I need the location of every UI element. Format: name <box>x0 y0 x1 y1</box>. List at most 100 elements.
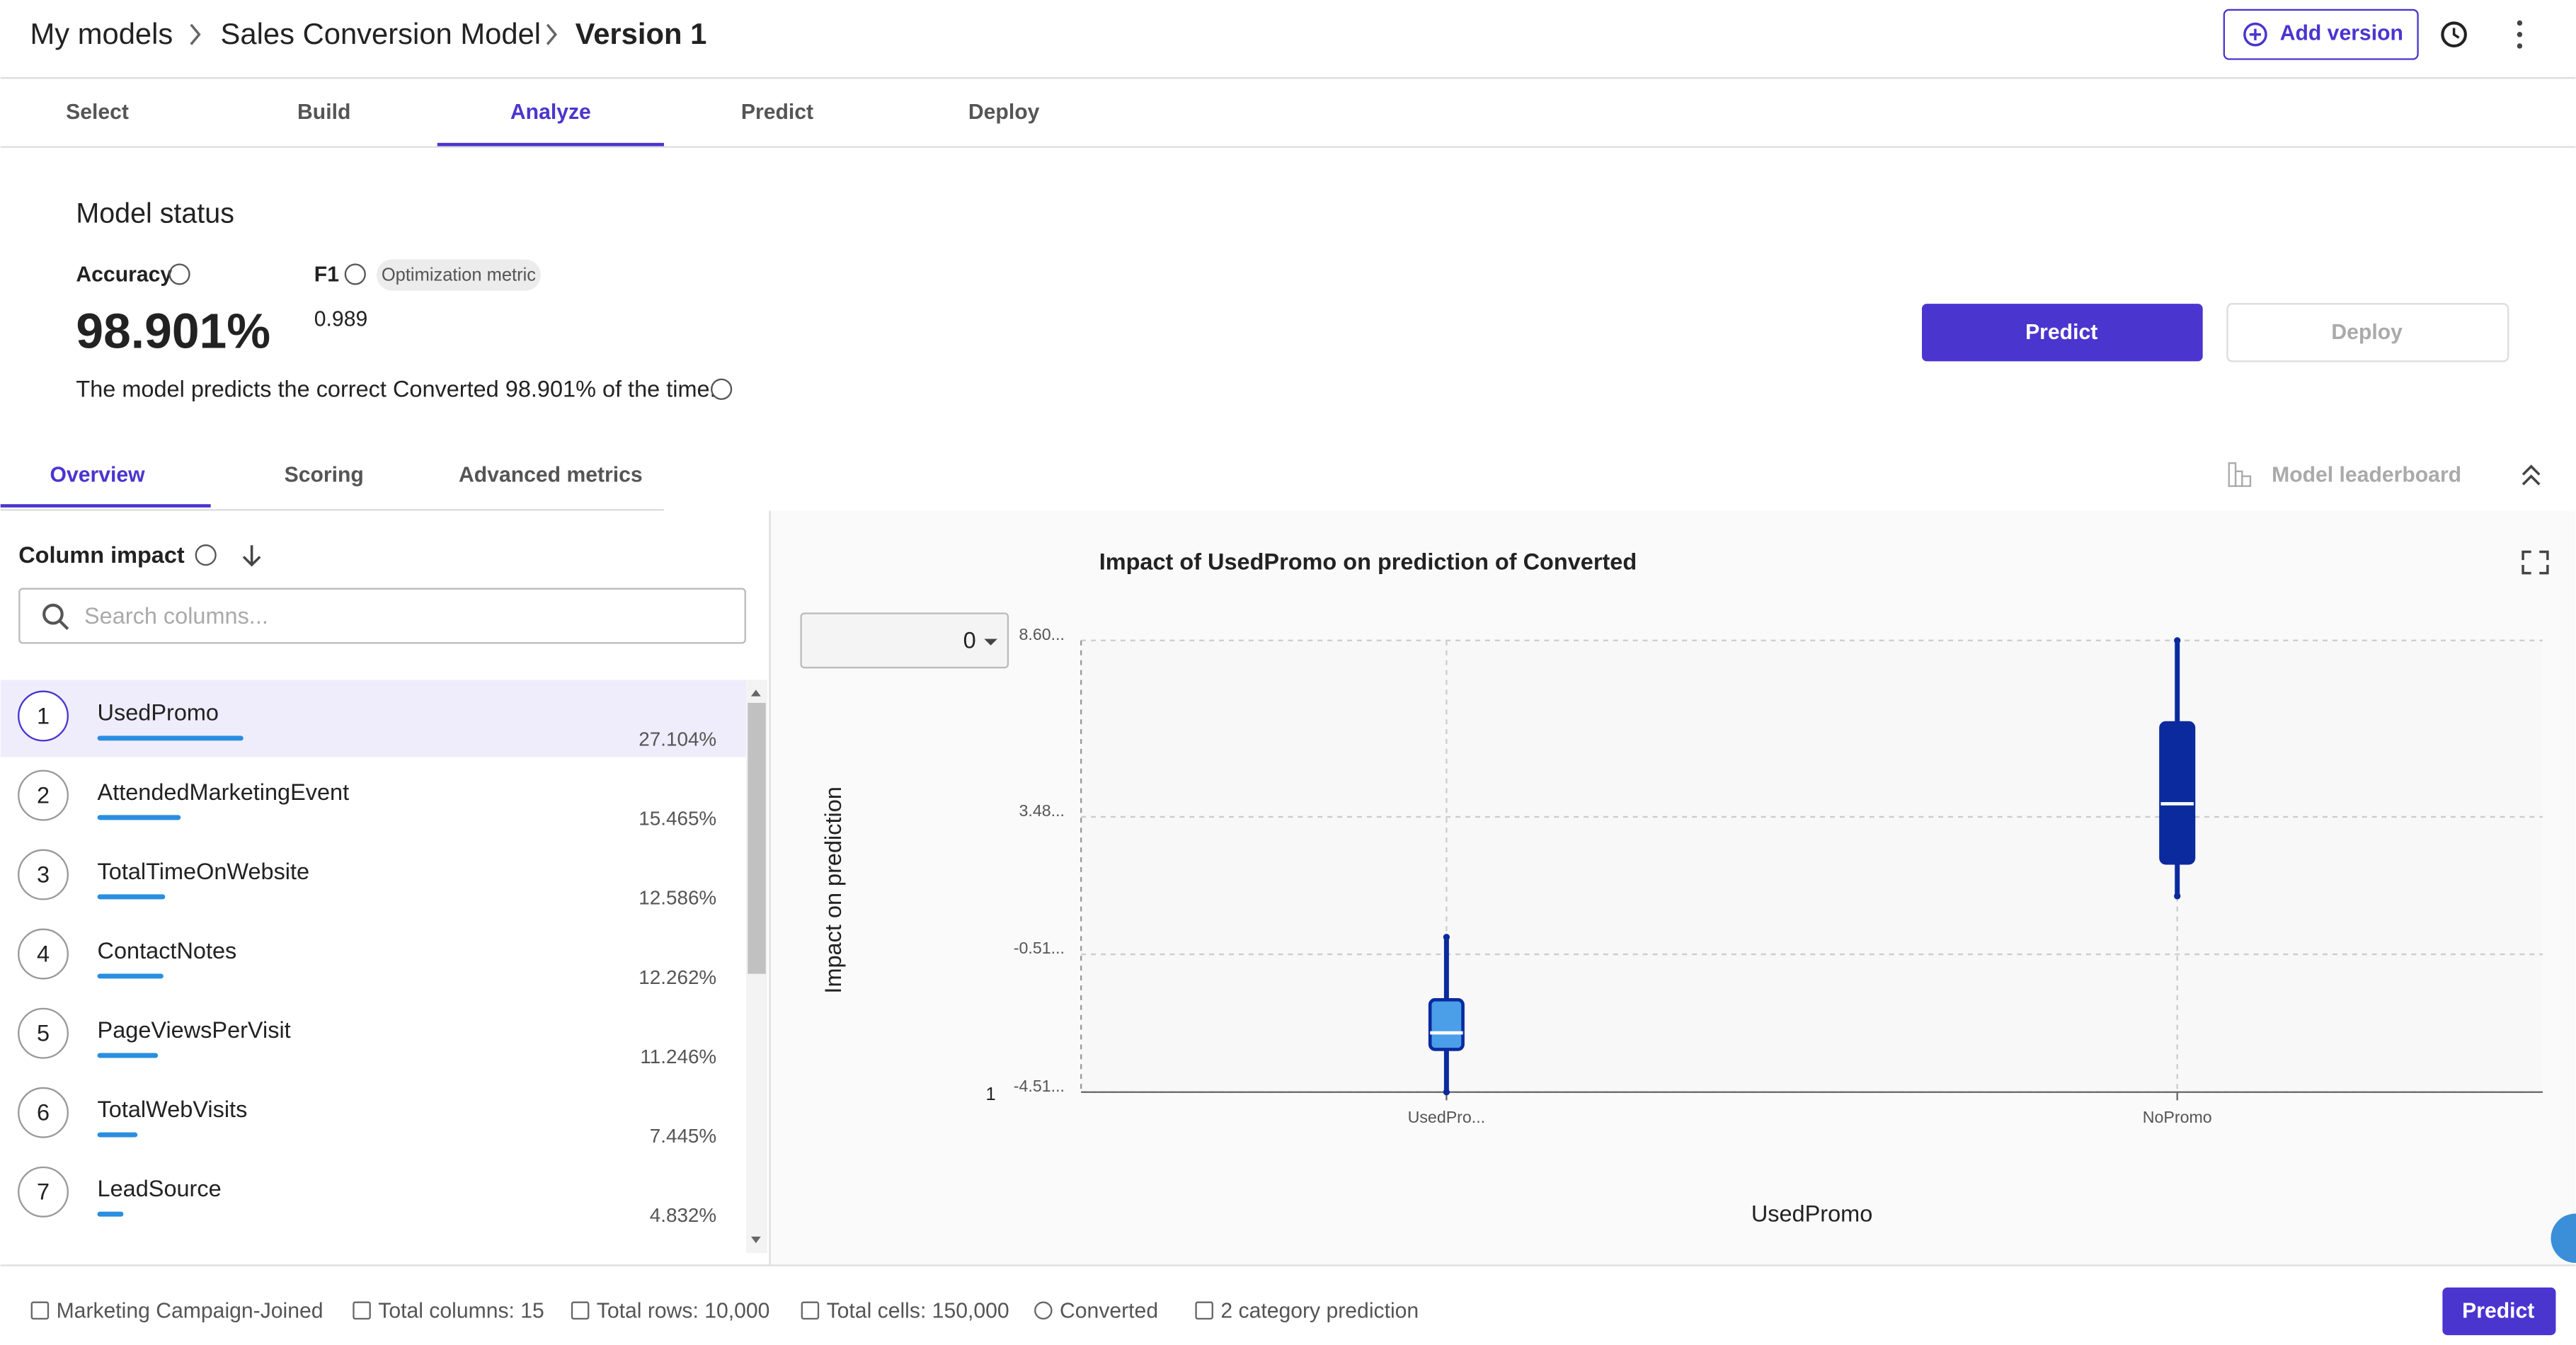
rank: 7 <box>37 1179 50 1205</box>
add-version-label: Add version <box>2280 22 2403 45</box>
tab[interactable]: Build <box>297 101 350 124</box>
kebab <box>2517 43 2523 49</box>
tab-indicator <box>0 504 211 508</box>
rank-circle <box>18 1087 69 1138</box>
button-label: Deploy <box>2331 321 2403 344</box>
dropdown[interactable] <box>800 612 1009 669</box>
footer-item: Marketing Campaign-Joined <box>57 1300 324 1323</box>
whisker-cap <box>1443 1089 1450 1096</box>
description: The model predicts the correct Converted… <box>76 377 716 402</box>
search-icon <box>42 603 64 625</box>
impact-value: 4.832% <box>650 1204 716 1226</box>
rank: 6 <box>37 1100 50 1126</box>
y-tick-label: 3.48... <box>1019 801 1065 820</box>
footer-icon <box>571 1301 590 1320</box>
subtab[interactable]: Advanced metrics <box>459 464 643 487</box>
impact-bar <box>97 1053 159 1058</box>
button-label: Predict <box>2025 321 2097 344</box>
button-label: Predict <box>2462 1300 2534 1323</box>
kebab <box>2517 32 2523 38</box>
chevron <box>190 23 201 45</box>
collapse-icon[interactable] <box>2521 464 2541 486</box>
info-icon[interactable] <box>711 378 733 400</box>
tab[interactable]: Deploy <box>968 101 1040 124</box>
history-icon <box>2452 28 2460 39</box>
column-name: TotalWebVisits <box>98 1097 248 1122</box>
chat-bubble[interactable] <box>2551 1213 2576 1263</box>
rank: 1 <box>37 703 50 728</box>
impact-bar <box>97 815 181 820</box>
scrollbar-thumb[interactable] <box>748 702 766 974</box>
info-icon[interactable] <box>168 263 190 285</box>
impact-value: 11.246% <box>640 1046 716 1068</box>
rank: 5 <box>37 1021 50 1046</box>
impact-bar <box>97 894 166 900</box>
y-axis-label: Impact on prediction <box>820 786 846 993</box>
predict-button[interactable] <box>1921 304 2203 362</box>
row[interactable] <box>0 838 746 916</box>
kebab[interactable] <box>2517 20 2523 26</box>
footer-icon <box>801 1301 820 1320</box>
impact-bar <box>97 973 164 979</box>
impact-bar <box>97 1211 124 1217</box>
row[interactable] <box>0 1076 746 1154</box>
sort-icon[interactable] <box>242 545 261 567</box>
row[interactable] <box>0 759 746 837</box>
dropdown-value: 0 <box>963 628 976 653</box>
rank: 3 <box>37 862 50 887</box>
accuracy-value: 98.901% <box>76 304 270 359</box>
impact-bar <box>97 1132 138 1138</box>
row[interactable] <box>0 997 746 1075</box>
leaderboard-icon <box>2234 470 2243 487</box>
plot-area <box>1081 640 2543 1092</box>
whisker-cap <box>1443 934 1450 941</box>
impact-value: 7.445% <box>650 1125 716 1147</box>
search-placeholder: Search columns... <box>84 603 268 629</box>
footer-item: Total rows: 10,000 <box>597 1300 770 1323</box>
row[interactable] <box>0 680 746 757</box>
chip-label: Optimization metric <box>382 265 536 285</box>
rank: 2 <box>37 782 50 808</box>
leaderboard-link[interactable]: Model leaderboard <box>2272 464 2461 487</box>
rank-circle <box>18 1007 69 1059</box>
breadcrumb[interactable]: Sales Conversion Model <box>221 17 542 50</box>
tab[interactable]: Analyze <box>510 101 591 124</box>
impact-bar <box>97 736 244 741</box>
impact-value: 12.586% <box>639 887 716 909</box>
impact-value: 27.104% <box>639 728 716 750</box>
fullscreen-icon[interactable] <box>2521 550 2549 575</box>
leaderboard-icon <box>2241 475 2252 487</box>
tab[interactable]: Select <box>66 101 129 124</box>
row[interactable] <box>0 917 746 995</box>
column-name: ContactNotes <box>98 938 237 963</box>
rank-circle <box>18 769 69 821</box>
metric-label: Accuracy <box>76 263 172 287</box>
breadcrumb[interactable]: My models <box>30 17 173 50</box>
section-title: Model status <box>76 198 234 229</box>
deploy-button[interactable] <box>2226 303 2509 362</box>
plus-icon <box>2249 28 2262 40</box>
x-axis-label: UsedPromo <box>1751 1201 1872 1226</box>
history-icon[interactable] <box>2441 21 2467 48</box>
footer-icon <box>353 1301 371 1320</box>
rank-circle <box>18 1166 69 1218</box>
chart: Impact of UsedPromo on prediction of Con… <box>800 549 2549 1226</box>
impact-value: 12.262% <box>639 966 716 988</box>
tab-indicator <box>437 142 664 147</box>
subtab[interactable]: Scoring <box>285 464 364 487</box>
y-tick-label: -0.51... <box>1014 939 1065 957</box>
plus-icon <box>2243 22 2267 47</box>
footer-predict-button[interactable] <box>2442 1287 2556 1336</box>
add-version-button[interactable] <box>2223 8 2419 60</box>
tab[interactable]: Predict <box>741 101 813 124</box>
column-list: 1 UsedPromo 27.104% 2 AttendedMarketingEvent… <box>0 680 746 1233</box>
footer-icon <box>1034 1301 1053 1320</box>
chevron <box>546 23 558 45</box>
row[interactable] <box>0 1155 746 1233</box>
dropdown-arrow <box>984 639 997 646</box>
subtab[interactable]: Overview <box>50 464 146 487</box>
search-box[interactable] <box>18 588 746 644</box>
info-icon[interactable] <box>344 263 366 285</box>
info-icon[interactable] <box>195 544 217 566</box>
